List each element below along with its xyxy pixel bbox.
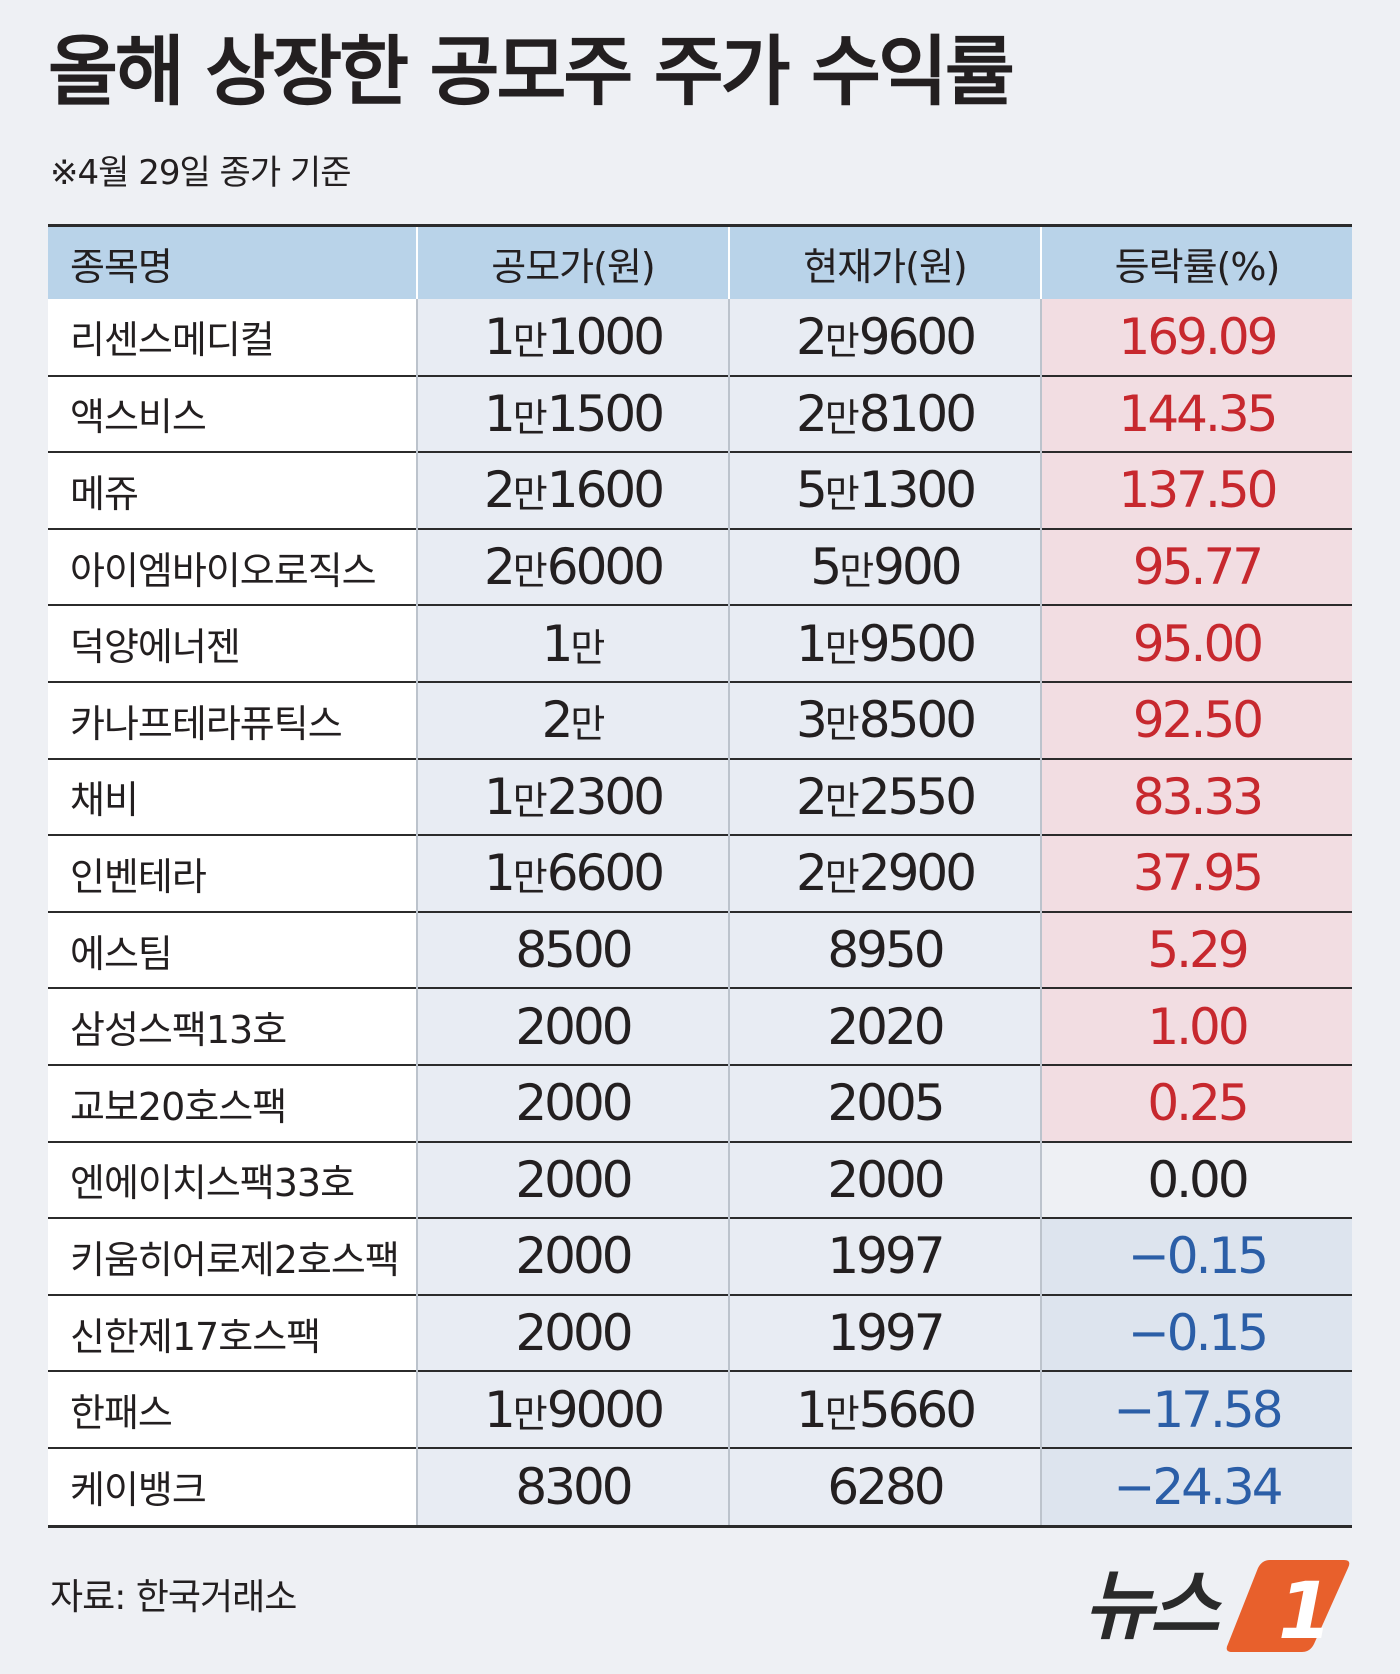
current-price: 5만1300 <box>729 451 1042 529</box>
current-price: 6280 <box>729 1446 1042 1525</box>
change-rate: 0.25 <box>1041 1063 1352 1142</box>
change-rate: 83.33 <box>1041 757 1352 836</box>
offer-price: 1만 <box>417 604 730 682</box>
change-rate: 169.09 <box>1041 299 1352 376</box>
offer-price: 1만2300 <box>417 757 730 836</box>
news1-logo-icon: 뉴스 1 <box>1084 1560 1350 1657</box>
current-price: 2만9600 <box>729 299 1042 376</box>
stock-name: 카나프테라퓨틱스 <box>48 680 418 759</box>
change-rate: 95.77 <box>1041 527 1352 606</box>
offer-price: 2000 <box>417 1217 730 1295</box>
table-row: 아이엠바이오로직스 2만6000 5만900 95.77 <box>48 527 1352 606</box>
change-rate: −0.15 <box>1041 1217 1352 1295</box>
column-header-offer-price: 공모가(원) <box>417 227 730 299</box>
offer-price: 2만6000 <box>417 527 730 606</box>
offer-price: 2000 <box>417 1293 730 1372</box>
ipo-return-table: 종목명 공모가(원) 현재가(원) 등락률(%) 리센스메디컬 1만1000 2만9… <box>48 224 1352 1528</box>
stock-name: 삼성스팩13호 <box>48 987 418 1065</box>
table-row: 신한제17호스팩 2000 1997 −0.15 <box>48 1293 1352 1372</box>
current-price: 1만9500 <box>729 604 1042 682</box>
change-rate: 95.00 <box>1041 604 1352 682</box>
current-price: 2020 <box>729 987 1042 1065</box>
change-rate: 137.50 <box>1041 451 1352 529</box>
source-note: 자료: 한국거래소 <box>50 1577 297 1618</box>
table-row: 한패스 1만9000 1만5660 −17.58 <box>48 1370 1352 1448</box>
current-price: 2만2550 <box>729 757 1042 836</box>
current-price: 3만8500 <box>729 680 1042 759</box>
table-row: 인벤테라 1만6600 2만2900 37.95 <box>48 834 1352 912</box>
table-header-row: 종목명 공모가(원) 현재가(원) 등락률(%) <box>48 227 1352 299</box>
current-price: 2005 <box>729 1063 1042 1142</box>
offer-price: 2000 <box>417 1063 730 1142</box>
table-row: 케이뱅크 8300 6280 −24.34 <box>48 1446 1352 1525</box>
column-header-name: 종목명 <box>48 227 418 299</box>
offer-price: 8300 <box>417 1446 730 1525</box>
change-rate: 37.95 <box>1041 834 1352 912</box>
table-row: 채비 1만2300 2만2550 83.33 <box>48 757 1352 836</box>
stock-name: 에스팀 <box>48 910 418 989</box>
change-rate: 92.50 <box>1041 680 1352 759</box>
table-row: 메쥬 2만1600 5만1300 137.50 <box>48 451 1352 529</box>
logo-text: 뉴스 <box>1084 1561 1223 1650</box>
logo-badge <box>1226 1560 1350 1652</box>
offer-price: 8500 <box>417 910 730 989</box>
table-row: 액스비스 1만1500 2만8100 144.35 <box>48 374 1352 453</box>
stock-name: 키움히어로제2호스팩 <box>48 1217 418 1295</box>
table-row: 엔에이치스팩33호 2000 2000 0.00 <box>48 1140 1352 1219</box>
current-price: 2000 <box>729 1140 1042 1219</box>
change-rate: −17.58 <box>1041 1370 1352 1448</box>
current-price: 8950 <box>729 910 1042 989</box>
stock-name: 엔에이치스팩33호 <box>48 1140 418 1219</box>
column-header-current-price: 현재가(원) <box>729 227 1042 299</box>
offer-price: 1만1500 <box>417 374 730 453</box>
offer-price: 2000 <box>417 1140 730 1219</box>
stock-name: 신한제17호스팩 <box>48 1293 418 1372</box>
table-body: 리센스메디컬 1만1000 2만9600 169.09 액스비스 1만1500 2만8100… <box>48 299 1352 1525</box>
stock-name: 케이뱅크 <box>48 1446 418 1525</box>
stock-name: 액스비스 <box>48 374 418 453</box>
stock-name: 메쥬 <box>48 451 418 529</box>
current-price: 1997 <box>729 1217 1042 1295</box>
stock-name: 덕양에너젠 <box>48 604 418 682</box>
offer-price: 1만1000 <box>417 299 730 376</box>
change-rate: 144.35 <box>1041 374 1352 453</box>
stock-name: 한패스 <box>48 1370 418 1448</box>
offer-price: 1만9000 <box>417 1370 730 1448</box>
table-row: 덕양에너젠 1만 1만9500 95.00 <box>48 604 1352 682</box>
current-price: 2만2900 <box>729 834 1042 912</box>
offer-price: 2000 <box>417 987 730 1065</box>
table-row: 교보20호스팩 2000 2005 0.25 <box>48 1063 1352 1142</box>
logo-mark: 1 <box>1278 1567 1332 1656</box>
change-rate: 0.00 <box>1041 1140 1352 1219</box>
column-header-change-rate: 등락률(%) <box>1041 227 1352 299</box>
table-row: 삼성스팩13호 2000 2020 1.00 <box>48 987 1352 1065</box>
current-price: 2만8100 <box>729 374 1042 453</box>
change-rate: 1.00 <box>1041 987 1352 1065</box>
change-rate: −24.34 <box>1041 1446 1352 1525</box>
table-row: 리센스메디컬 1만1000 2만9600 169.09 <box>48 299 1352 376</box>
current-price: 1만5660 <box>729 1370 1042 1448</box>
chart-subtitle: ※4월 29일 종가 기준 <box>50 153 351 193</box>
current-price: 5만900 <box>729 527 1042 606</box>
table-row: 에스팀 8500 8950 5.29 <box>48 910 1352 989</box>
offer-price: 2만 <box>417 680 730 759</box>
news1-logo: 뉴스 1 <box>1082 1552 1352 1657</box>
stock-name: 채비 <box>48 757 418 836</box>
table-row: 카나프테라퓨틱스 2만 3만8500 92.50 <box>48 680 1352 759</box>
stock-name: 리센스메디컬 <box>48 299 418 376</box>
current-price: 1997 <box>729 1293 1042 1372</box>
change-rate: 5.29 <box>1041 910 1352 989</box>
stock-name: 인벤테라 <box>48 834 418 912</box>
chart-title: 올해 상장한 공모주 주가 수익률 <box>48 27 1015 116</box>
table-row: 키움히어로제2호스팩 2000 1997 −0.15 <box>48 1217 1352 1295</box>
offer-price: 1만6600 <box>417 834 730 912</box>
change-rate: −0.15 <box>1041 1293 1352 1372</box>
offer-price: 2만1600 <box>417 451 730 529</box>
stock-name: 아이엠바이오로직스 <box>48 527 418 606</box>
stock-name: 교보20호스팩 <box>48 1063 418 1142</box>
